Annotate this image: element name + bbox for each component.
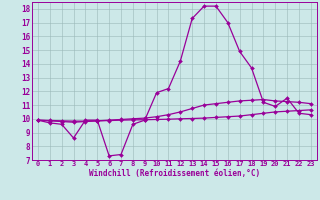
X-axis label: Windchill (Refroidissement éolien,°C): Windchill (Refroidissement éolien,°C)	[89, 169, 260, 178]
